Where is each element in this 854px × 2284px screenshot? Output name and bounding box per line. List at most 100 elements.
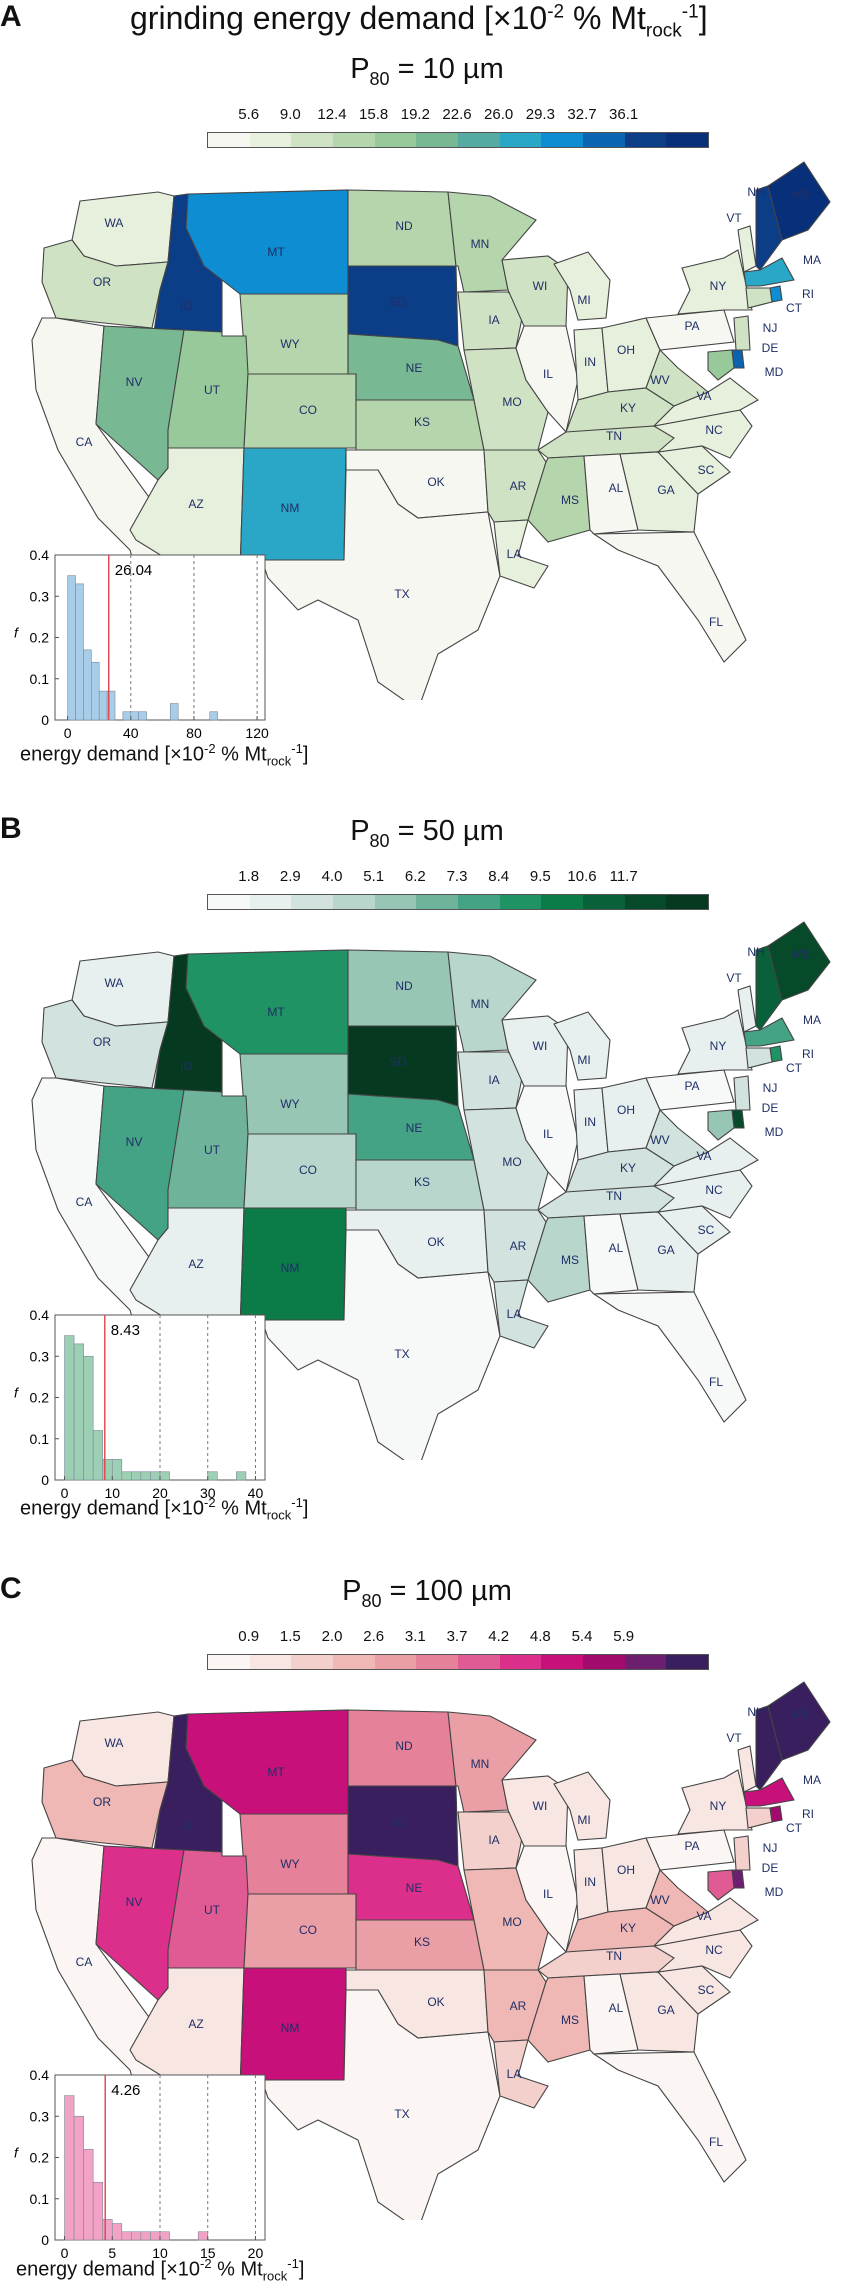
state-label-ky: KY [620,1161,636,1175]
state-label-md: MD [765,1125,784,1139]
state-label-mt: MT [267,1005,285,1019]
state-label-mi: MI [577,1053,590,1067]
state-label-il: IL [543,1887,553,1901]
figure-title: grinding energy demand [×10-2 % Mtrock-1… [130,0,708,42]
state-label-oh: OH [617,1863,635,1877]
state-label-az: AZ [188,497,203,511]
state-label-ms: MS [561,2013,579,2027]
colorbar-swatch [249,133,292,147]
map-title-sub: 80 [369,68,390,89]
state-label-ar: AR [510,1239,527,1253]
xlabel-sub: rock [266,753,292,769]
state-label-wy: WY [280,1857,299,1871]
state-label-ma: MA [803,1013,821,1027]
state-label-ar: AR [510,479,527,493]
state-label-ga: GA [657,1243,674,1257]
xlabel-mid: % Mt [215,1497,267,1520]
colorbar-tick-label: 8.4 [488,868,510,885]
state-label-sc: SC [698,1983,715,1997]
histogram-xlabel: energy demand [×10-2 % Mtrock-1] [20,741,308,769]
colorbar-tick-label: 12.4 [317,106,347,123]
state-label-nd: ND [395,219,413,233]
colorbar-tick-label: 2.6 [363,1628,385,1645]
state-label-la: LA [507,2067,522,2081]
colorbar-swatch [666,133,709,147]
state-label-ia: IA [488,313,499,327]
state-label-fl: FL [709,1375,723,1389]
figure-title-prefix: grinding energy demand [×10 [130,0,548,36]
colorbar-tick-label: 19.2 [400,106,430,123]
histogram-bar [140,2231,151,2241]
state-label-ks: KS [414,1935,430,1949]
state-label-nj: NJ [763,321,778,335]
histogram-ylabel: f [14,1385,20,1401]
histogram-bar [92,2181,104,2241]
state-label-ms: MS [561,1253,579,1267]
state-ia [457,1051,525,1111]
state-wy [239,1053,349,1135]
panel-letter: A [0,0,22,33]
state-label-oh: OH [617,343,635,357]
state-label-ar: AR [510,1999,527,2013]
state-ia [457,1811,525,1871]
colorbar-swatch [249,1655,292,1669]
state-label-az: AZ [188,1257,203,1271]
state-label-ct: CT [786,301,803,315]
colorbar-tick-label: 15.8 [359,106,389,123]
colorbar-swatch [624,1655,667,1669]
x-tick-label: 10 [152,2245,168,2261]
state-label-vt: VT [726,211,742,225]
state-nh [755,945,783,1031]
state-label-me: ME [793,947,811,961]
histogram-bar [83,649,92,721]
state-label-nh: NH [747,1705,764,1719]
state-label-mo: MO [502,1155,521,1169]
colorbar-swatch [249,895,292,909]
state-label-vt: VT [726,1731,742,1745]
histogram-bar [73,2115,84,2241]
histogram-bar [236,1471,247,1481]
colorbar-swatch [458,895,500,909]
state-me [767,161,831,241]
xlabel-sup: -1 [291,741,303,756]
state-label-nh: NH [747,945,764,959]
x-tick-label: 20 [152,1485,168,1501]
state-label-tn: TN [606,1189,622,1203]
state-wv [645,1869,710,1927]
colorbar-tick-label: 5.6 [238,106,260,123]
x-tick-label: 15 [200,2245,216,2261]
xlabel-sub: rock [266,1507,292,1523]
state-label-in: IN [584,1115,596,1129]
histogram-bar [91,661,100,721]
y-tick-label: 0.1 [30,671,50,687]
colorbar [207,894,709,910]
colorbar-swatch [374,895,417,909]
state-label-oh: OH [617,1103,635,1117]
state-mi [553,1011,611,1081]
xlabel-mid: % Mt [215,743,267,766]
state-label-wv: WV [650,373,669,387]
us-map: WA OR CA ID MT WY NV UT AZ NM CO ND SD NE KS OK TX MN IA MO… [31,161,831,700]
state-label-wy: WY [280,1097,299,1111]
state-nj [733,1075,751,1111]
x-tick-label: 20 [248,2245,264,2261]
state-label-wi: WI [533,279,548,293]
figure-title-sub: rock [645,20,682,42]
state-label-vt: VT [726,971,742,985]
colorbar-tick-label: 2.0 [321,1628,343,1645]
state-label-va: VA [696,389,711,403]
colorbar-swatch [458,133,500,147]
state-label-nv: NV [126,1135,143,1149]
colorbar-swatch [374,133,417,147]
state-ma [743,1777,795,1807]
state-label-ny: NY [710,1799,727,1813]
x-tick-label: 10 [104,1485,120,1501]
colorbar-tick-label: 3.7 [446,1628,468,1645]
state-label-ok: OK [427,475,444,489]
colorbar-tick-label: 5.4 [571,1628,593,1645]
xlabel-prefix: energy demand [×10 [16,2258,201,2281]
state-label-sd: SD [390,1055,407,1069]
map-title-main: P [342,1575,362,1607]
y-tick-label: 0.2 [30,630,50,646]
histogram-bar [98,690,108,721]
